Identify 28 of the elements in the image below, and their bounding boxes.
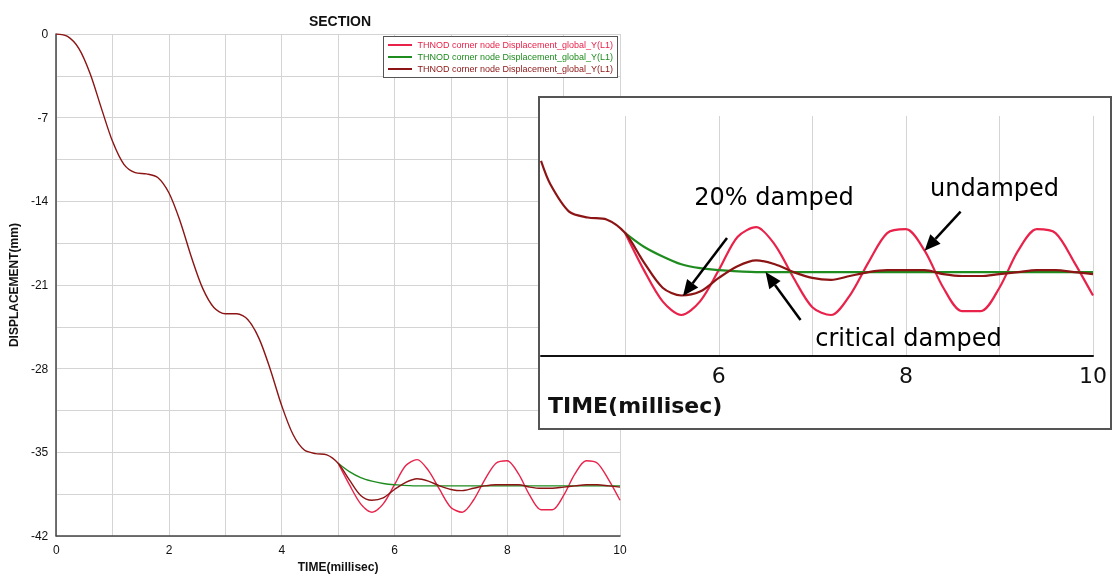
annotation: critical damped: [815, 324, 1002, 353]
x-tick-label: 6: [391, 543, 399, 558]
legend-label: THNOD corner node Displacement_global_Y(L1): [417, 51, 613, 63]
x-tick-label: 6: [711, 362, 726, 388]
x-tick-label: 0: [52, 543, 60, 558]
y-axis-title: DISPLACEMENT(mm): [7, 223, 21, 348]
chart-title: SECTION: [308, 13, 372, 29]
x-axis-title: TIME(millisec): [548, 392, 723, 418]
y-tick-label: -42: [30, 529, 49, 544]
legend-label: THNOD corner node Displacement_global_Y(L1): [417, 39, 613, 51]
y-tick-label: -35: [30, 445, 49, 460]
line-series: [337, 462, 621, 487]
legend-label: THNOD corner node Displacement_global_Y(L1): [417, 63, 613, 75]
y-tick-label: -21: [30, 278, 49, 293]
y-tick-label: -7: [37, 110, 49, 125]
annotation: undamped: [930, 173, 1060, 202]
x-axis-title: TIME(millisec): [297, 560, 379, 574]
x-tick-label: 10: [613, 543, 627, 558]
y-tick-label: -28: [30, 361, 49, 376]
x-tick-label: 8: [503, 543, 511, 558]
x-tick-label: 8: [898, 362, 913, 388]
annotation: 20% damped: [694, 183, 854, 211]
line-series: [337, 458, 621, 513]
x-tick-label: 4: [278, 543, 286, 558]
y-tick-label: -14: [30, 194, 49, 209]
x-tick-label: 2: [165, 543, 173, 558]
y-tick-label: 0: [41, 27, 49, 41]
x-tick-label: 10: [1079, 362, 1107, 388]
